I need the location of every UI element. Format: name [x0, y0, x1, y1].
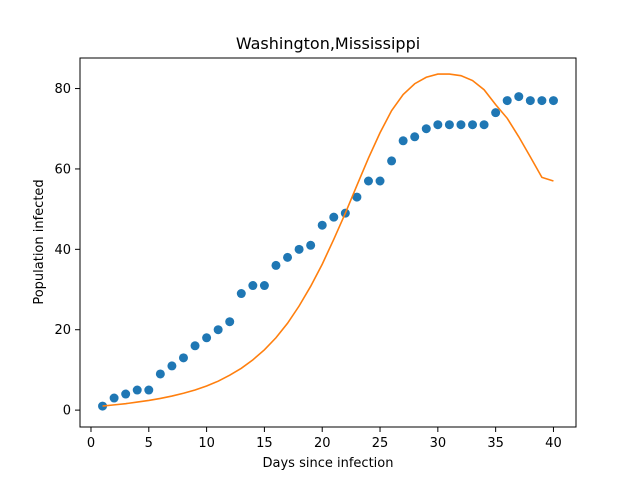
x-tick-label: 30	[430, 436, 447, 451]
x-tick-label: 20	[314, 436, 331, 451]
data-point	[352, 192, 362, 202]
data-point	[121, 389, 131, 399]
data-point	[525, 96, 535, 106]
data-point	[502, 96, 512, 106]
plot-area	[98, 73, 558, 411]
data-point	[491, 108, 501, 118]
data-point	[155, 369, 165, 379]
y-tick-label: 60	[54, 162, 71, 177]
data-point	[167, 361, 177, 371]
data-point	[306, 240, 316, 250]
data-point	[444, 120, 454, 130]
data-point	[248, 281, 258, 291]
data-point	[283, 252, 293, 262]
y-tick-label: 0	[63, 404, 71, 419]
data-point	[479, 120, 489, 130]
data-point	[548, 96, 558, 106]
x-tick-label: 10	[198, 436, 215, 451]
data-point	[514, 92, 524, 102]
data-point	[132, 385, 142, 395]
data-point	[213, 325, 223, 335]
data-point	[433, 120, 443, 130]
data-point	[363, 176, 373, 186]
data-point	[329, 212, 339, 222]
x-tick-label: 0	[87, 436, 95, 451]
x-axis-label: Days since infection	[263, 456, 394, 471]
x-tick-label: 5	[145, 436, 153, 451]
data-point	[225, 317, 235, 327]
data-point	[178, 353, 188, 363]
y-tick-label: 40	[54, 243, 71, 258]
data-point	[109, 393, 119, 403]
data-point	[410, 132, 420, 142]
data-point	[421, 124, 431, 134]
data-point	[317, 220, 327, 230]
data-point	[537, 96, 547, 106]
data-point	[236, 289, 246, 299]
data-point	[398, 136, 408, 146]
y-tick-label: 20	[54, 323, 71, 338]
data-point	[456, 120, 466, 130]
data-point	[375, 176, 385, 186]
y-axis: 0 20 40 60 80	[54, 82, 80, 419]
axes-frame	[79, 57, 577, 428]
data-point	[144, 385, 154, 395]
chart-title: Washington,Mississippi	[236, 34, 420, 53]
data-point	[468, 120, 478, 130]
y-axis-label: Population infected	[32, 179, 47, 304]
fit-line	[102, 73, 554, 407]
data-point	[271, 260, 281, 270]
x-tick-label: 35	[487, 436, 504, 451]
data-point	[202, 333, 212, 343]
data-point	[259, 281, 269, 291]
x-tick-label: 40	[545, 436, 562, 451]
data-point	[190, 341, 200, 351]
x-axis: 0 5 10 15 20 25 30 35 40	[87, 427, 562, 451]
x-tick-label: 15	[256, 436, 273, 451]
data-point	[387, 156, 397, 166]
y-tick-label: 80	[54, 82, 71, 97]
data-point	[294, 244, 304, 254]
x-tick-label: 25	[372, 436, 389, 451]
